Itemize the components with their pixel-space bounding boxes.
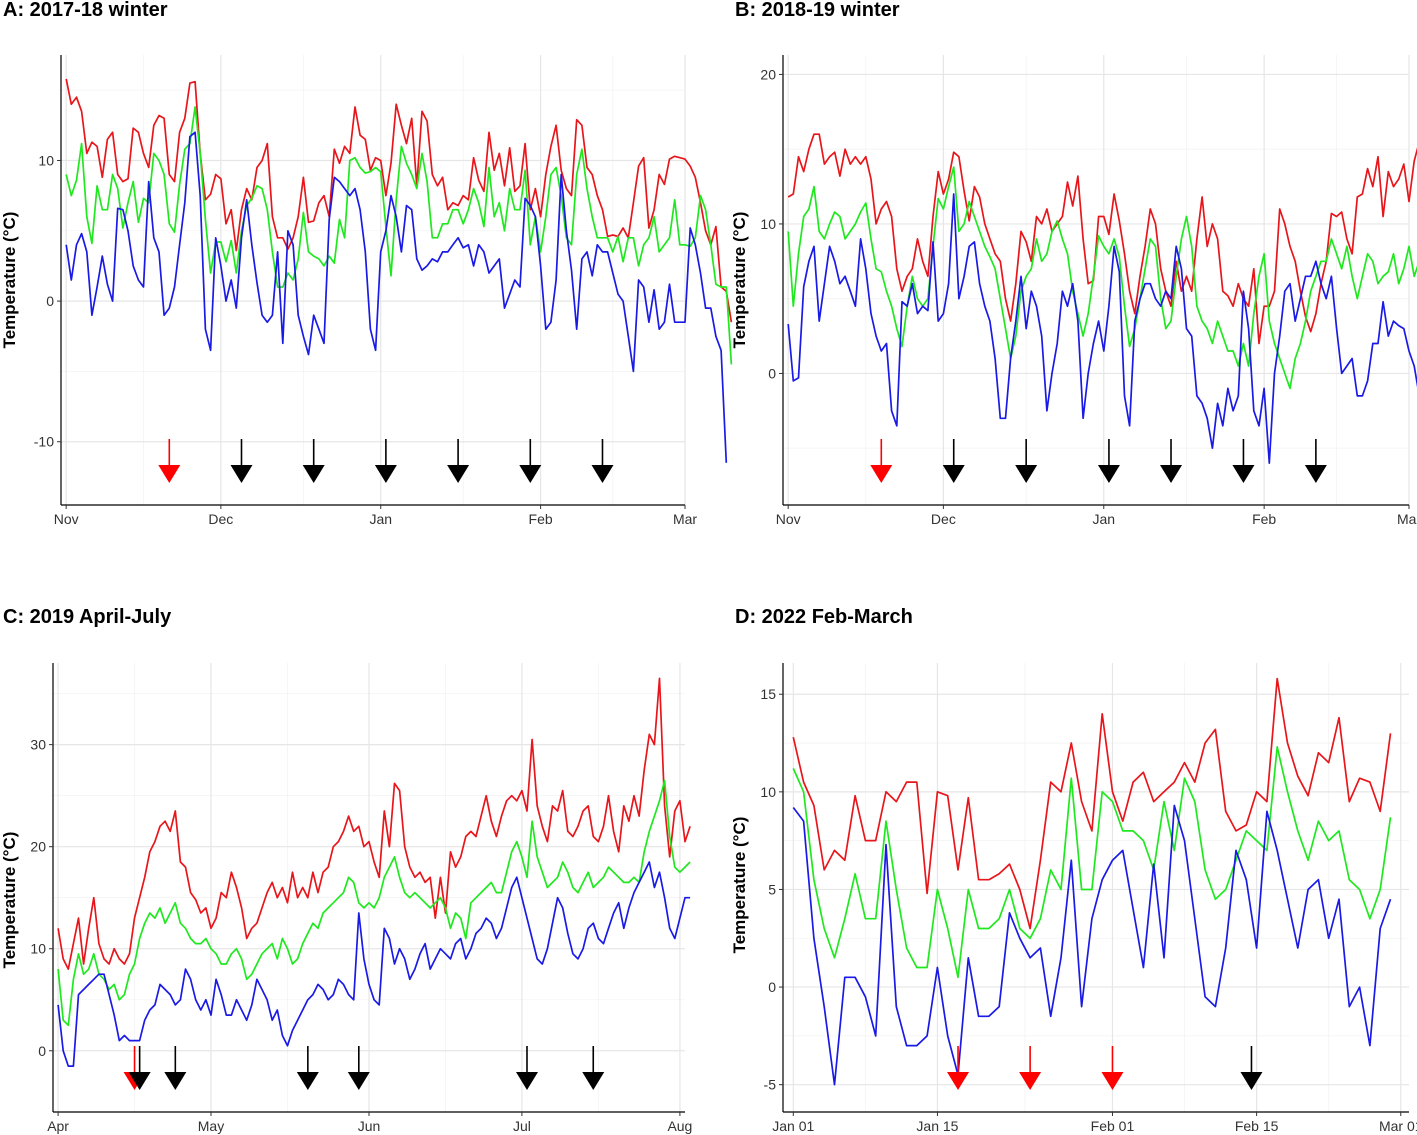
panel-a-xtick-label-1: Dec — [208, 511, 233, 527]
panel-d-xtick-label-4: Mar 01 — [1379, 1118, 1417, 1134]
panel-c-arrow-4 — [347, 1046, 370, 1090]
panel-b-arrow-5 — [1232, 439, 1255, 483]
panel-c-series-mean — [57, 779, 691, 1027]
panel-c-xtick-label-0: Apr — [47, 1118, 69, 1134]
panel-c-xtick-label-3: Jul — [513, 1118, 531, 1134]
panel-b-arrow-1 — [942, 439, 965, 483]
panel-c-ytick-label-0: 0 — [38, 1043, 46, 1059]
panel-b-plot: 0 10 20 Nov Dec Jan Feb Mar — [760, 55, 1417, 527]
panel-a-xtick-label-4: Mar — [673, 511, 697, 527]
panel-a-arrow-2 — [302, 439, 325, 483]
panel-a-arrow-0 — [158, 439, 181, 483]
panel-c-arrow-5 — [516, 1046, 538, 1090]
panel-a-series-min — [65, 131, 728, 463]
panel-a-ytick-label-2: 10 — [38, 152, 54, 168]
panel-b-xtick-label-2: Jan — [1092, 511, 1115, 527]
panel-d: D: 2022 Feb-March Temperature (°C) -5 0 5 1… — [730, 606, 1417, 1134]
panel-c-ylabel: Temperature (°C) — [0, 832, 19, 969]
panel-b-xtick-label-0: Nov — [776, 511, 801, 527]
panel-c-title: C: 2019 April-July — [3, 606, 172, 628]
panel-c: C: 2019 April-July Temperature (°C) 0 10 2… — [0, 606, 692, 1134]
panel-d-xtick-label-3: Feb 15 — [1235, 1118, 1279, 1134]
panel-d-arrow-0 — [947, 1046, 970, 1090]
panel-b-arrow-6 — [1304, 439, 1327, 483]
panel-a-ytick-label-0: -10 — [34, 434, 54, 450]
panel-d-xtick-label-0: Jan 01 — [772, 1118, 814, 1134]
panel-a-arrow-3 — [374, 439, 397, 483]
panel-d-arrow-2 — [1101, 1046, 1124, 1090]
panel-b-xtick-label-4: Mar — [1397, 511, 1417, 527]
panel-b-ytick-label-1: 10 — [760, 216, 776, 232]
panel-a-series-mean — [65, 106, 733, 365]
panel-d-series-min — [792, 804, 1392, 1086]
panel-c-plot: 0 10 20 30 Apr May Jun Jul Aug — [30, 663, 692, 1134]
panel-a-series-max — [65, 78, 733, 323]
panel-c-series-min — [57, 861, 691, 1067]
panel-c-xtick-label-1: May — [198, 1118, 224, 1134]
panel-c-arrow-3 — [296, 1046, 319, 1090]
panel-c-xtick-label-4: Aug — [667, 1118, 692, 1134]
panel-b-xtick-label-1: Dec — [931, 511, 956, 527]
panel-c-arrow-2 — [164, 1046, 187, 1090]
panel-d-ytick-label-1: 0 — [768, 979, 776, 995]
panel-a-arrow-1 — [230, 439, 253, 483]
panel-d-ytick-label-4: 15 — [760, 686, 776, 702]
panel-b-arrow-3 — [1097, 439, 1120, 483]
panel-c-arrow-1 — [128, 1046, 151, 1090]
panel-d-ytick-label-0: -5 — [764, 1077, 777, 1093]
panel-a-xtick-label-0: Nov — [54, 511, 79, 527]
panel-b-ytick-label-2: 20 — [760, 66, 776, 82]
panel-a-title: A: 2017-18 winter — [3, 0, 168, 21]
panel-d-plot: -5 0 5 10 15 Jan 01 Jan 15 Feb 01 Feb 15 Mar 01 — [760, 663, 1417, 1134]
panel-b: B: 2018-19 winter Temperature (°C) 0 10 20… — [730, 0, 1417, 527]
panel-c-ytick-label-2: 20 — [30, 839, 46, 855]
panel-a-arrow-5 — [519, 439, 542, 483]
panel-c-arrow-6 — [582, 1046, 605, 1090]
panel-b-series-max — [787, 133, 1417, 345]
panel-b-arrow-4 — [1160, 439, 1183, 483]
panel-d-title: D: 2022 Feb-March — [735, 606, 913, 628]
panel-d-arrow-3 — [1240, 1046, 1263, 1090]
panel-a-xtick-label-2: Jan — [369, 511, 392, 527]
panel-a-arrow-6 — [591, 439, 614, 483]
panel-c-ytick-label-1: 10 — [30, 941, 46, 957]
panel-d-series-mean — [792, 746, 1392, 979]
panel-a-xtick-label-3: Feb — [529, 511, 553, 527]
panel-b-title: B: 2018-19 winter — [735, 0, 900, 21]
panel-d-ytick-label-2: 5 — [768, 881, 776, 897]
panel-d-xtick-label-1: Jan 15 — [916, 1118, 958, 1134]
panel-b-series-mean — [787, 166, 1417, 390]
panel-a: A: 2017-18 winter Temperature (°C) -10 0 1… — [0, 0, 733, 527]
panel-d-ylabel: Temperature (°C) — [730, 817, 749, 954]
panel-d-series-max — [792, 677, 1392, 930]
panel-a-arrow-4 — [447, 439, 470, 483]
panel-b-series-min — [787, 193, 1417, 464]
panel-b-arrow-2 — [1015, 439, 1038, 483]
panel-c-xtick-label-2: Jun — [358, 1118, 381, 1134]
panel-d-xtick-label-2: Feb 01 — [1091, 1118, 1135, 1134]
panel-a-ylabel: Temperature (°C) — [0, 212, 19, 349]
panel-d-arrow-1 — [1019, 1046, 1042, 1090]
panel-a-ytick-label-1: 0 — [46, 293, 54, 309]
panel-b-xtick-label-3: Feb — [1252, 511, 1276, 527]
panel-c-series-max — [57, 677, 691, 970]
panel-d-ytick-label-3: 10 — [760, 784, 776, 800]
panel-b-arrow-0 — [870, 439, 893, 483]
panel-a-plot: -10 0 10 Nov Dec Jan Feb Mar — [34, 55, 733, 527]
panel-b-ylabel: Temperature (°C) — [730, 212, 749, 349]
panel-c-ytick-label-3: 30 — [30, 737, 46, 753]
panel-b-ytick-label-0: 0 — [768, 365, 776, 381]
